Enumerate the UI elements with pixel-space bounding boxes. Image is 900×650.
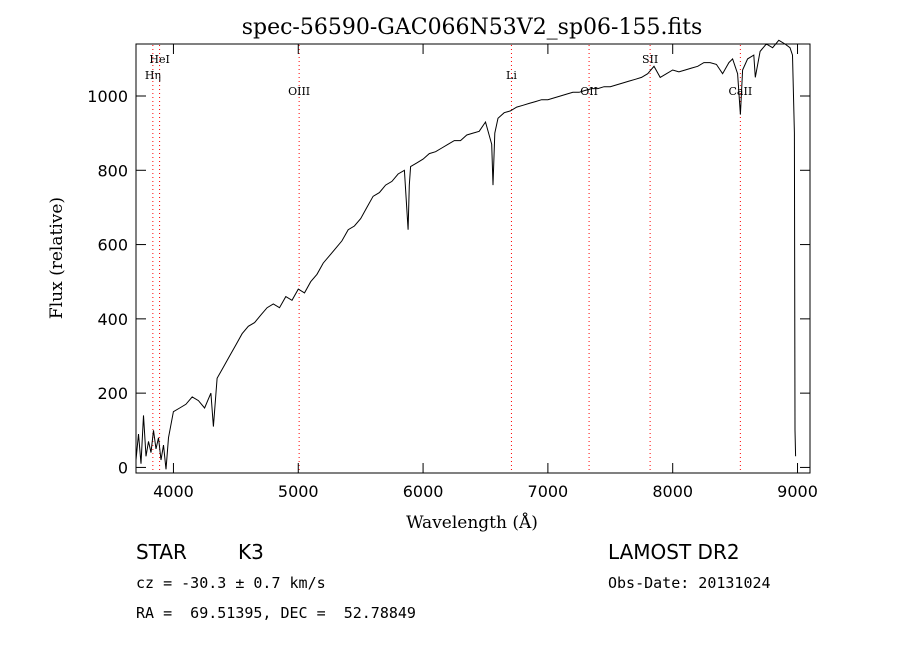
- marker-label: Li: [506, 69, 517, 82]
- survey-name: LAMOST DR2: [608, 540, 740, 564]
- marker-label: Hη: [145, 69, 161, 82]
- marker-label: HeI: [149, 53, 169, 66]
- subclass: K3: [238, 540, 264, 564]
- x-tick-label: 5000: [278, 482, 319, 501]
- y-tick-label: 1000: [87, 87, 128, 106]
- y-tick-label: 800: [97, 161, 128, 180]
- cz-value: cz = -30.3 ± 0.7 km/s: [136, 574, 326, 592]
- y-tick-label: 200: [97, 384, 128, 403]
- x-tick-label: 9000: [777, 482, 818, 501]
- spectrum-line: [135, 39, 797, 470]
- x-tick-label: 6000: [403, 482, 444, 501]
- y-tick-label: 400: [97, 310, 128, 329]
- x-tick-label: 7000: [528, 482, 569, 501]
- plot-frame: [135, 43, 811, 474]
- y-axis-label: Flux (relative): [47, 197, 67, 319]
- x-tick-label: 8000: [652, 482, 693, 501]
- x-tick-label: 4000: [153, 482, 194, 501]
- coordinates: RA = 69.51395, DEC = 52.78849: [136, 604, 416, 622]
- x-axis-label: Wavelength (Å): [406, 512, 538, 533]
- axis-ticks: 4000 5000 6000 7000 8000 9000 0 200 400 600 800 100…: [87, 44, 818, 501]
- marker-label: CaII: [729, 85, 753, 98]
- obs-date: Obs-Date: 20131024: [608, 574, 771, 592]
- object-class: STAR: [136, 540, 187, 564]
- marker-label: OIII: [288, 85, 310, 98]
- marker-label: SII: [642, 53, 658, 66]
- chart-title: spec-56590-GAC066N53V2_sp06-155.fits: [242, 15, 703, 40]
- y-tick-label: 0: [118, 458, 128, 477]
- y-tick-label: 600: [97, 236, 128, 255]
